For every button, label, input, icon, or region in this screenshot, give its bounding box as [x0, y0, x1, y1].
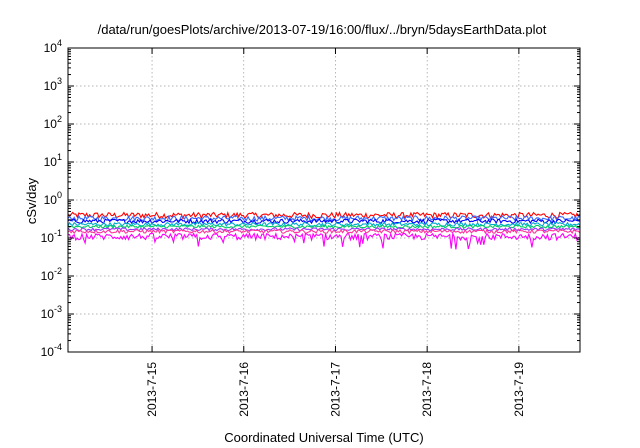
x-tick-label: 2013-7-16: [237, 362, 251, 417]
grid-lines: [68, 48, 580, 352]
data-series-line: [68, 231, 581, 250]
data-series-line: [67, 210, 581, 220]
y-tick-label: 100: [44, 190, 62, 207]
y-tick-label: 10-4: [41, 342, 62, 359]
y-tick-label: 10-2: [41, 266, 62, 283]
y-tick-label: 103: [44, 76, 62, 93]
data-series-line: [67, 228, 581, 235]
y-tick-label: 10-1: [41, 228, 62, 245]
x-tick-label: 2013-7-15: [145, 362, 159, 417]
data-series-group: [67, 210, 581, 250]
axis-ticks: 10-4 10-3 10-2 10-1 100 101 102 103 104 2013-7-15…: [41, 38, 580, 417]
x-tick-label: 2013-7-17: [328, 362, 342, 417]
data-series-line: [67, 214, 581, 223]
x-axis-label: Coordinated Universal Time (UTC): [224, 430, 423, 445]
y-axis-label: cSv/day: [24, 177, 39, 224]
x-tick-label: 2013-7-18: [420, 362, 434, 417]
data-series-line: [67, 226, 581, 232]
y-tick-label: 101: [44, 152, 62, 169]
y-tick-label: 10-3: [41, 304, 62, 321]
data-series-line: [67, 224, 581, 230]
x-tick-label: 2013-7-19: [512, 362, 526, 417]
y-tick-label: 104: [44, 38, 62, 55]
y-tick-label: 102: [44, 114, 62, 131]
data-series-line: [67, 217, 581, 225]
chart-title: /data/run/goesPlots/archive/2013-07-19/1…: [98, 22, 547, 37]
